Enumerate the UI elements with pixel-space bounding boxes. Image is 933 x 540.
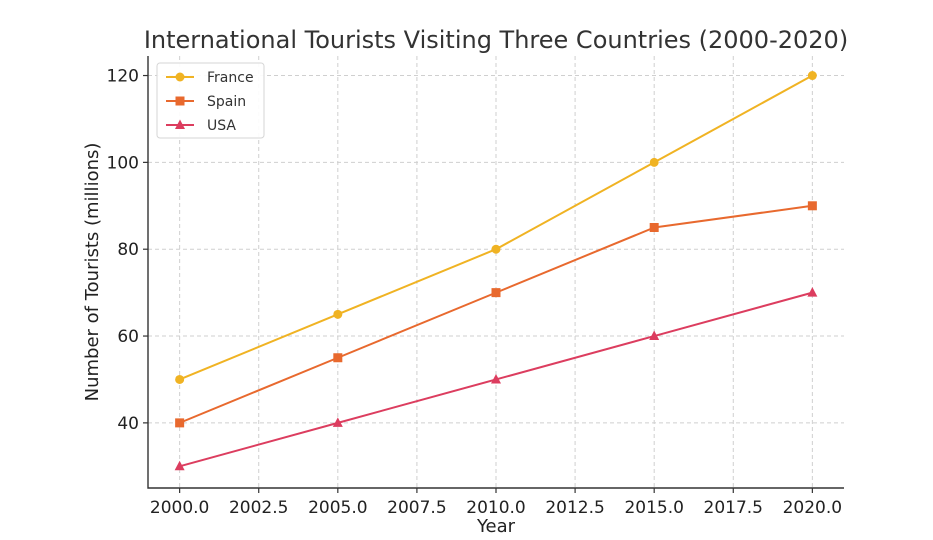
x-tick-label: 2020.0 [783, 498, 842, 518]
spain-point [649, 222, 659, 232]
legend-marker [175, 72, 185, 82]
spain-point [807, 201, 817, 211]
usa-point [332, 417, 343, 427]
spain-point [175, 418, 185, 428]
usa-point [491, 373, 501, 384]
spain-point [333, 353, 343, 363]
y-tick-label: 40 [117, 414, 139, 434]
france-point [649, 157, 659, 167]
legend: France Spain USA [156, 62, 265, 139]
x-tick-label: 2010.0 [466, 498, 525, 518]
y-tick-label: 80 [117, 240, 139, 260]
france-point [807, 71, 817, 81]
y-tick-label: 60 [117, 327, 139, 347]
x-tick-label: 2005.0 [308, 498, 367, 518]
legend-marker [175, 96, 185, 106]
x-axis-label: Year [476, 516, 516, 537]
legend-label: France [207, 70, 254, 86]
france-point [333, 309, 343, 319]
usa-point [807, 287, 818, 297]
x-tick-label: 2012.5 [545, 498, 604, 518]
grid [148, 56, 844, 488]
axis-ticks: 2000.0 2002.5 2005.0 2007.5 2010.0 2012.5 2015… [107, 67, 843, 518]
legend-label: USA [207, 118, 236, 134]
spain-point [491, 288, 501, 298]
axes-frame [147, 56, 844, 489]
series-layer [174, 71, 818, 471]
legend-item-usa: USA [166, 118, 236, 134]
legend-box [156, 62, 265, 139]
y-axis-label: Number of Tourists (millions) [82, 143, 103, 402]
legend-item-france: France [166, 70, 254, 86]
series-france [175, 71, 817, 384]
legend-marker [175, 119, 185, 129]
usa-point [174, 460, 185, 471]
x-tick-label: 2015.0 [624, 498, 683, 518]
series-usa [174, 287, 818, 471]
chart-title: International Tourists Visiting Three Co… [144, 26, 848, 54]
x-tick-label: 2002.5 [229, 498, 288, 518]
x-tick-label: 2007.5 [387, 498, 446, 518]
y-tick-label: 100 [107, 153, 139, 173]
usa-point [649, 330, 660, 341]
x-tick-label: 2000.0 [150, 498, 209, 518]
legend-item-spain: Spain [166, 94, 246, 110]
france-point [175, 374, 185, 384]
legend-label: Spain [207, 94, 246, 110]
series-spain [175, 201, 817, 428]
france-point [491, 244, 501, 254]
x-tick-label: 2017.5 [704, 498, 763, 518]
y-tick-label: 120 [107, 67, 139, 87]
